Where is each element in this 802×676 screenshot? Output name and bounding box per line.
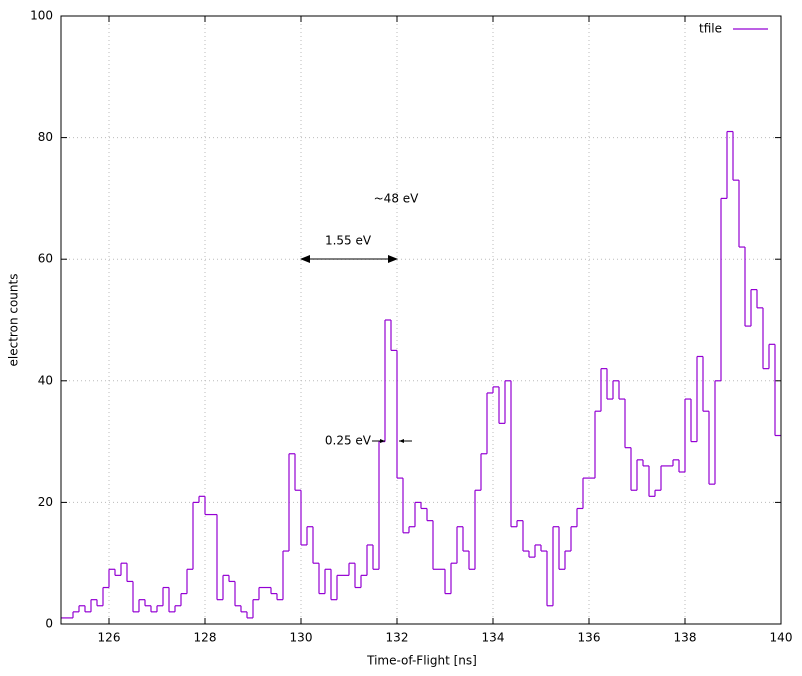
x-axis-label: Time-of-Flight [ns] bbox=[366, 654, 477, 668]
x-tick-label: 134 bbox=[482, 631, 505, 645]
y-tick-label: 60 bbox=[38, 252, 53, 266]
step-connector bbox=[72, 131, 776, 618]
x-tick-label: 138 bbox=[674, 631, 697, 645]
annotation: 0.25 eV bbox=[325, 434, 372, 448]
x-tick-label: 136 bbox=[578, 631, 601, 645]
y-tick-label: 20 bbox=[38, 495, 53, 509]
x-tick-label: 130 bbox=[290, 631, 313, 645]
annotation: ~48 eV bbox=[374, 192, 420, 206]
y-tick-label: 100 bbox=[30, 9, 53, 23]
x-tick-label: 132 bbox=[386, 631, 409, 645]
x-tick-label: 128 bbox=[194, 631, 217, 645]
x-tick-label: 126 bbox=[98, 631, 121, 645]
x-tick-label: 140 bbox=[770, 631, 793, 645]
legend-label: tfile bbox=[699, 22, 722, 36]
y-axis-label: electron counts bbox=[7, 274, 21, 367]
y-tick-label: 0 bbox=[45, 617, 53, 631]
plot-frame bbox=[60, 15, 782, 625]
y-tick-label: 80 bbox=[38, 130, 53, 144]
y-tick-label: 40 bbox=[38, 373, 53, 387]
annotation: 1.55 eV bbox=[325, 234, 372, 248]
